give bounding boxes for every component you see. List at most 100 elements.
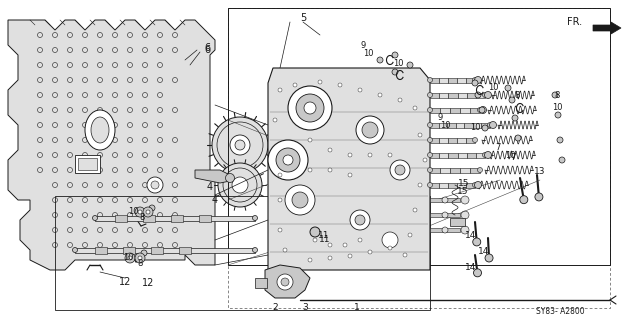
Bar (464, 123, 473, 127)
Circle shape (358, 238, 362, 242)
Bar (457, 138, 466, 142)
Text: 4: 4 (207, 182, 213, 192)
Circle shape (278, 88, 282, 92)
Circle shape (418, 133, 422, 137)
Text: 8: 8 (554, 91, 560, 100)
Circle shape (225, 173, 235, 182)
Circle shape (348, 173, 352, 177)
Circle shape (475, 181, 482, 188)
Circle shape (427, 92, 433, 98)
Circle shape (285, 185, 315, 215)
Bar (55, 196, 430, 310)
Circle shape (273, 118, 277, 122)
Circle shape (151, 181, 159, 189)
Bar (439, 77, 448, 83)
Circle shape (146, 210, 150, 214)
Circle shape (212, 117, 268, 173)
Circle shape (413, 208, 417, 212)
Bar (115, 214, 127, 221)
Circle shape (328, 168, 332, 172)
Bar (470, 167, 480, 172)
Circle shape (461, 211, 469, 219)
Circle shape (482, 92, 487, 98)
Bar (476, 153, 485, 157)
Circle shape (308, 168, 312, 172)
Circle shape (328, 256, 332, 260)
Circle shape (461, 226, 469, 234)
Polygon shape (8, 20, 215, 270)
Text: 12: 12 (142, 278, 154, 288)
Text: 15: 15 (458, 179, 470, 188)
Text: 10: 10 (505, 150, 516, 159)
Circle shape (461, 196, 469, 204)
Text: 9: 9 (360, 42, 366, 51)
Text: 5: 5 (300, 13, 306, 23)
Circle shape (473, 238, 481, 246)
Bar (450, 108, 460, 113)
Bar (450, 218, 465, 226)
Circle shape (253, 215, 258, 220)
Bar (430, 108, 440, 113)
Circle shape (292, 192, 308, 208)
Circle shape (348, 153, 352, 157)
Polygon shape (195, 170, 230, 183)
Bar (123, 246, 135, 253)
Circle shape (218, 163, 262, 207)
Circle shape (473, 269, 482, 277)
Text: 13: 13 (534, 167, 545, 177)
Bar (448, 138, 457, 142)
Circle shape (442, 197, 448, 203)
Bar (473, 123, 482, 127)
Text: 10: 10 (552, 102, 562, 111)
Circle shape (313, 238, 317, 242)
Bar (430, 92, 439, 98)
Bar (448, 77, 457, 83)
Text: 4: 4 (212, 195, 218, 205)
Bar (430, 153, 439, 157)
Circle shape (232, 177, 248, 193)
Circle shape (356, 116, 384, 144)
Circle shape (392, 52, 398, 58)
Bar (466, 153, 476, 157)
Text: 7: 7 (510, 154, 516, 163)
Circle shape (281, 278, 289, 286)
Circle shape (487, 123, 493, 127)
Circle shape (442, 227, 448, 233)
Circle shape (350, 210, 370, 230)
Circle shape (484, 92, 491, 99)
Bar (439, 138, 448, 142)
Text: 2: 2 (272, 303, 278, 313)
Text: 10: 10 (363, 49, 373, 58)
Circle shape (392, 69, 398, 75)
Circle shape (141, 250, 147, 256)
Circle shape (362, 122, 378, 138)
Circle shape (135, 207, 145, 217)
Circle shape (472, 80, 478, 86)
Circle shape (427, 167, 433, 172)
Circle shape (475, 92, 481, 98)
Circle shape (338, 83, 342, 87)
Bar (143, 214, 155, 221)
Bar (457, 77, 466, 83)
Circle shape (520, 196, 528, 204)
Text: 14: 14 (478, 247, 490, 257)
Circle shape (427, 123, 433, 127)
Circle shape (278, 198, 282, 202)
Circle shape (477, 167, 482, 172)
Bar (466, 138, 475, 142)
Bar (470, 108, 480, 113)
Bar (460, 108, 470, 113)
Text: 8: 8 (137, 259, 143, 268)
Bar (430, 182, 439, 188)
Circle shape (293, 83, 297, 87)
Circle shape (559, 157, 565, 163)
Circle shape (473, 182, 477, 188)
Circle shape (253, 247, 258, 252)
Circle shape (427, 182, 433, 188)
Circle shape (477, 108, 482, 113)
Circle shape (296, 94, 324, 122)
Bar (466, 77, 475, 83)
Circle shape (395, 165, 405, 175)
Circle shape (475, 76, 482, 84)
Bar (179, 246, 191, 253)
